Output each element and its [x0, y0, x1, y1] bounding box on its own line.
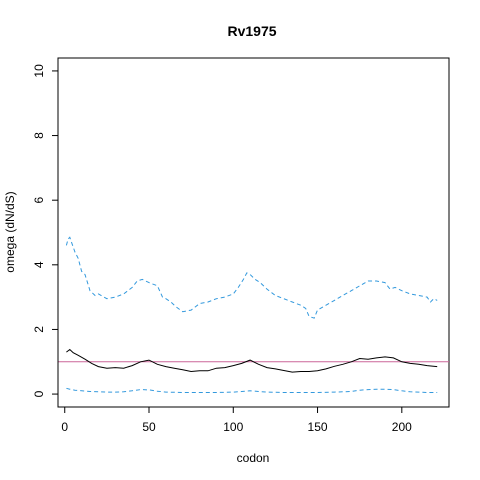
x-axis-label: codon — [237, 451, 270, 465]
y-axis: 0 2 4 6 8 10 — [32, 64, 59, 397]
y-tick-label: 0 — [32, 390, 46, 397]
y-axis-label: omega (dN/dS) — [3, 191, 17, 272]
plot-frame — [57, 57, 450, 408]
x-tick-label: 50 — [142, 420, 156, 434]
y-tick-label: 8 — [32, 132, 46, 139]
series-layer — [65, 236, 438, 393]
y-tick-label: 4 — [32, 261, 46, 268]
x-tick-label: 150 — [308, 420, 328, 434]
series-line-3 — [66, 387, 438, 393]
y-tick-label: 2 — [32, 326, 46, 333]
y-tick-label: 6 — [32, 197, 46, 204]
x-tick-label: 200 — [392, 420, 412, 434]
x-tick-label: 0 — [61, 420, 68, 434]
series-line-2 — [65, 236, 438, 319]
chart-title: Rv1975 — [227, 23, 276, 39]
y-tick-label: 10 — [32, 64, 46, 78]
x-axis: 0 50 100 150 200 — [61, 406, 412, 434]
series-line-1 — [66, 348, 438, 373]
x-tick-label: 100 — [223, 420, 243, 434]
